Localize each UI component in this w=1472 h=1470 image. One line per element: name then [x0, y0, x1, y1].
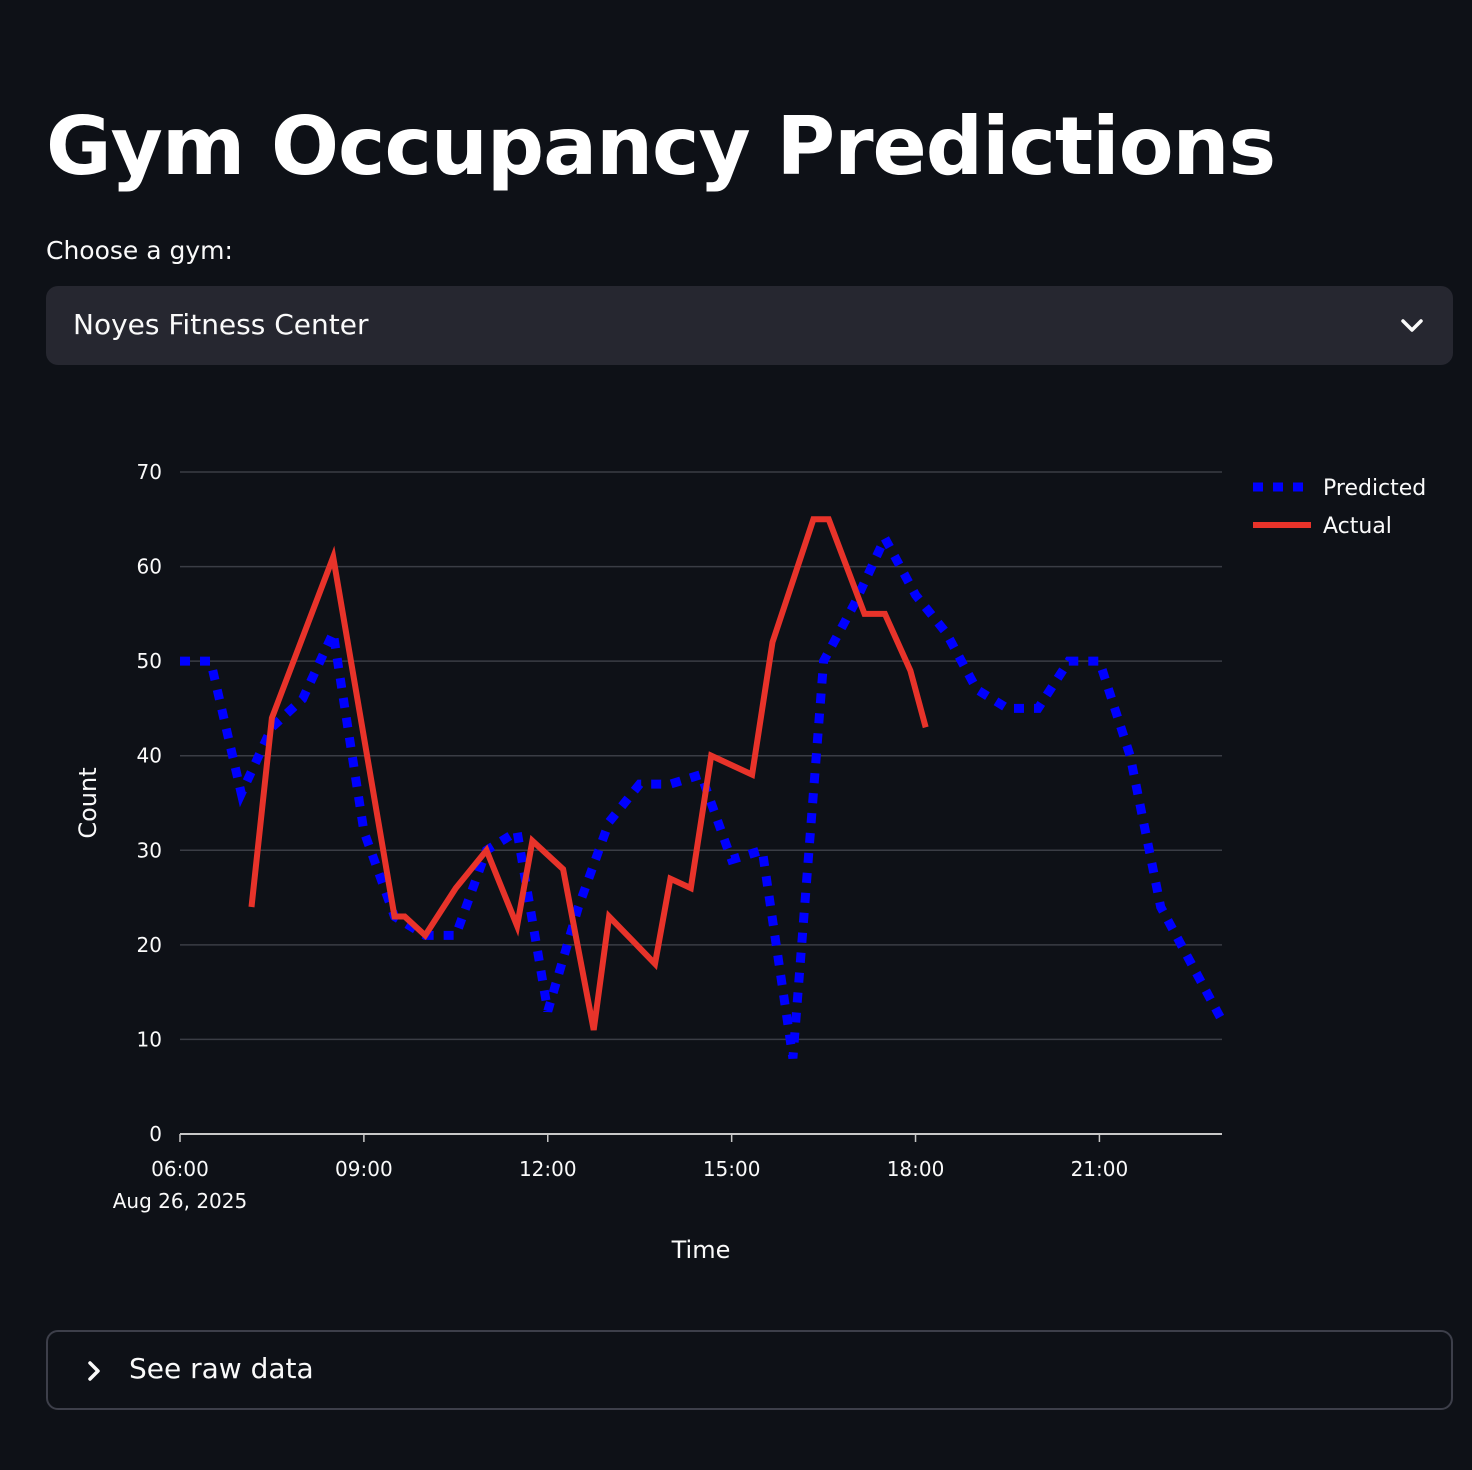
- x-tick-sublabel: Aug 26, 2025: [113, 1189, 247, 1213]
- x-tick-label: 15:00: [703, 1157, 761, 1181]
- x-tick-label: 18:00: [887, 1157, 945, 1181]
- x-tick-label: 21:00: [1071, 1157, 1129, 1181]
- legend-label-predicted: Predicted: [1323, 476, 1426, 501]
- y-tick-label: 60: [137, 555, 162, 579]
- x-tick-label: 12:00: [519, 1157, 577, 1181]
- occupancy-chart-svg: 0 10 20 30 40 50 60 70 06:00 Aug 26, 2025 09:00 12:…: [74, 460, 1426, 1264]
- raw-data-expander-label: See raw data: [129, 1352, 314, 1385]
- chevron-down-icon[interactable]: [1399, 314, 1425, 336]
- x-tick-label: 09:00: [335, 1157, 393, 1181]
- chevron-right-icon[interactable]: [84, 1358, 104, 1384]
- y-tick-label: 10: [137, 1027, 162, 1051]
- y-tick-label: 70: [137, 460, 162, 484]
- y-tick-label: 30: [137, 838, 162, 862]
- y-axis-title: Count: [74, 767, 102, 838]
- gym-select[interactable]: Noyes Fitness Center: [46, 286, 1453, 365]
- y-tick-label: 50: [137, 649, 162, 673]
- legend-label-actual: Actual: [1323, 514, 1392, 539]
- series-line-actual: [248, 516, 929, 1031]
- y-tick-label: 40: [137, 744, 162, 768]
- gym-select-value: Noyes Fitness Center: [73, 308, 369, 341]
- x-tick-label: 06:00: [151, 1157, 209, 1181]
- raw-data-expander[interactable]: See raw data: [46, 1330, 1453, 1410]
- occupancy-chart: 0 10 20 30 40 50 60 70 06:00 Aug 26, 2025 09:00 12:…: [46, 420, 1453, 1300]
- series-line-predicted: [180, 528, 1226, 1059]
- y-tick-label: 0: [149, 1122, 162, 1146]
- gym-select-label: Choose a gym:: [46, 236, 233, 265]
- y-tick-label: 20: [137, 933, 162, 957]
- page-title: Gym Occupancy Predictions: [46, 100, 1276, 193]
- x-axis-title: Time: [671, 1236, 731, 1264]
